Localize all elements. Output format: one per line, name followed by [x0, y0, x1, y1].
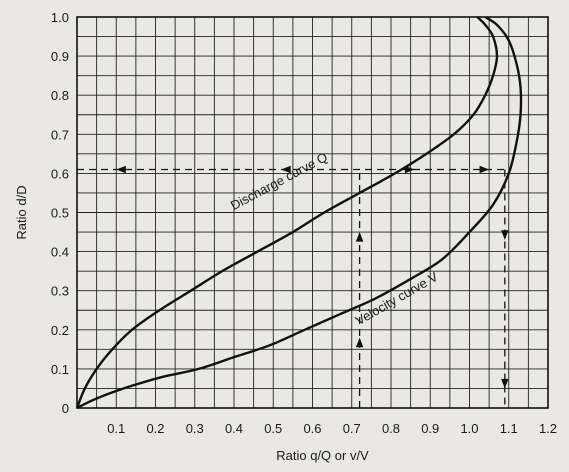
discharge-curve: [75, 16, 499, 409]
plot-frame: [76, 16, 549, 409]
x-tick-label: 0.4: [225, 421, 243, 436]
x-tick-label: 0.3: [186, 421, 204, 436]
y-tick-label: 0.9: [51, 49, 69, 64]
x-tick-label: 0.6: [303, 421, 321, 436]
x-tick-label: 0.7: [343, 421, 361, 436]
y-tick-label: 1.0: [51, 10, 69, 25]
curves: [75, 15, 523, 410]
arrow-head: [404, 165, 415, 174]
x-tick-label: 0.1: [107, 421, 125, 436]
arrow-head: [501, 230, 509, 240]
y-tick-label: 0.3: [51, 284, 69, 299]
grid: [77, 17, 548, 408]
arrow-head: [116, 165, 126, 174]
y-tick-label: 0.8: [51, 88, 69, 103]
x-tick-label: 1.2: [539, 421, 557, 436]
velocity-curve-label: Velocity curve V: [353, 269, 441, 328]
x-tick-label: 0.5: [264, 421, 282, 436]
y-axis-label: Ratio d/D: [14, 185, 29, 239]
x-tick-label: 0.9: [421, 421, 439, 436]
arrow-head: [479, 165, 490, 174]
x-tick-label: 0.8: [382, 421, 400, 436]
reference-lines: [77, 165, 509, 408]
arrow-head: [355, 337, 364, 348]
y-tick-label: 0.1: [51, 362, 69, 377]
x-tick-label: 1.0: [460, 421, 478, 436]
x-axis-label: Ratio q/Q or v/V: [276, 448, 369, 463]
y-tick-label: 0.4: [51, 245, 69, 260]
velocity-curve: [76, 15, 523, 410]
y-tick-label: 0.5: [51, 206, 69, 221]
x-tick-label: 1.1: [500, 421, 518, 436]
y-tick-label: 0.6: [51, 166, 69, 181]
discharge-curve-label: Discharge curve Q: [228, 149, 330, 213]
arrow-head: [501, 378, 509, 389]
y-tick-label: 0.2: [51, 323, 69, 338]
annotations: Discharge curve Q Velocity curve V: [228, 149, 441, 328]
x-tick-label: 0.2: [146, 421, 164, 436]
y-tick-label: 0.7: [51, 127, 69, 142]
y-tick-label: 0: [62, 401, 69, 416]
tick-labels: 0.1 0.2 0.3 0.4 0.5 0.6 0.7 0.8 0.9 1.0 1.1 1.2 0 0.1…: [51, 10, 557, 436]
arrow-head: [355, 232, 364, 242]
arrow-head: [281, 165, 291, 174]
